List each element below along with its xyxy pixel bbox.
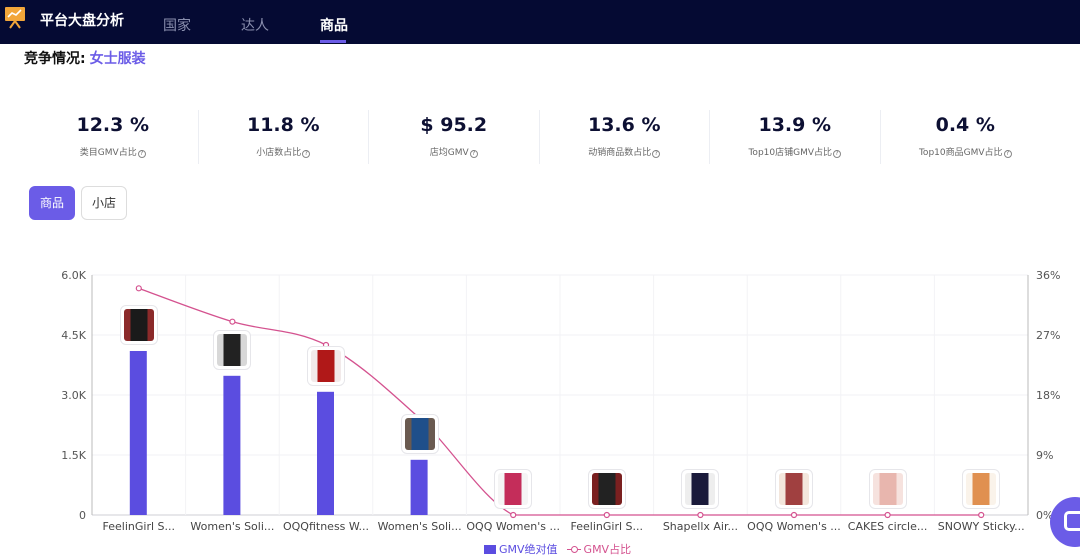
stat-active-product-share: 13.6 % 动销商品数占比? [540,110,710,164]
help-icon[interactable]: ? [652,150,661,158]
product-thumbnail[interactable] [213,329,252,370]
stat-category-gmv-share: 12.3 % 类目GMV占比? [28,110,199,164]
legend-bar-label[interactable]: GMV绝对值 [499,543,558,556]
stat-value: 12.3 % [76,114,150,136]
y-right-tick-label: 27% [1036,329,1060,342]
app-title: 平台大盘分析 [40,13,124,29]
stat-shop-count-share: 11.8 % 小店数占比? [199,110,369,164]
chart-legend: GMV绝对值 GMV占比 [484,541,631,557]
stat-avg-shop-gmv: $ 95.2 店均GMV? [369,110,540,164]
stat-label: Top10商品GMV占比 [918,148,1003,158]
y-left-tick-label: 4.5K [61,329,86,342]
legend-line-label[interactable]: GMV占比 [583,543,632,556]
stat-label: 小店数占比 [256,148,302,158]
y-left-tick-label: 1.5K [61,449,86,462]
product-thumbnail[interactable] [868,469,907,509]
line-point [135,285,142,292]
product-thumbnail[interactable] [119,305,158,345]
legend-line-swatch [566,545,581,554]
product-image [311,349,341,382]
product-image [966,473,997,505]
y-right-tick-label: 9% [1036,449,1053,462]
y-left-tick-label: 6.0K [61,269,86,282]
stat-top10-shop-gmv-share: 13.9 % Top10店铺GMV占比? [710,110,881,164]
product-image [404,417,435,450]
product-image [685,473,716,505]
stat-label: 类目GMV占比 [79,148,137,158]
product-thumbnail[interactable] [775,469,813,509]
stat-value: $ 95.2 [420,114,488,136]
tab-country[interactable]: 国家 [163,18,191,34]
x-tick-label: Women's Soli... [190,520,274,533]
stat-value: 0.4 % [935,114,995,136]
line-point [884,511,891,519]
line-point [697,511,704,519]
category-name: 女士服装 [89,51,146,67]
stat-value: 13.6 % [587,114,661,136]
stat-label: Top10店铺GMV占比 [748,148,833,158]
competition-heading: 竞争情况: 女士服装 [24,48,146,68]
x-tick-label: CAKES circle... [848,520,928,533]
stat-label: 店均GMV [429,148,469,158]
product-image [498,473,529,505]
tab-product[interactable]: 商品 [320,18,348,34]
product-image [779,473,809,505]
product-image [591,473,622,505]
line-point [603,511,610,519]
x-tick-label: OQQ Women's ... [466,520,560,533]
x-tick-label: OQQfitness W... [283,520,369,533]
y-right-tick-label: 36% [1036,269,1060,282]
help-icon[interactable]: ? [302,150,311,158]
stat-top10-product-gmv-share: 0.4 % Top10商品GMV占比? [881,110,1051,164]
product-thumbnail[interactable] [400,413,439,454]
product-image [217,333,248,366]
x-tick-label: SNOWY Sticky... [938,520,1025,533]
product-image [123,309,154,341]
chat-icon [1064,511,1080,531]
bar [223,375,241,515]
x-tick-label: FeelinGirl S... [103,520,175,533]
x-tick-label: Shapellx Air... [663,520,738,533]
gmv-share-line [138,287,982,516]
help-icon[interactable]: ? [469,150,478,158]
y-right-tick-label: 0% [1036,509,1053,522]
stats-row: 12.3 % 类目GMV占比? 11.8 % 小店数占比? $ 95.2 店均G… [28,110,1050,164]
help-icon[interactable]: ? [833,150,842,158]
stat-value: 11.8 % [246,114,320,136]
top-navigation-bar: 平台大盘分析 国家 达人 商品 [0,0,1080,44]
help-icon[interactable]: ? [1003,150,1012,158]
heading-prefix: 竞争情况: [24,51,86,67]
y-left-tick-label: 0 [79,509,86,522]
product-thumbnail[interactable] [681,469,720,509]
product-thumbnail[interactable] [962,469,1001,509]
toggle-products[interactable]: 商品 [29,186,76,220]
line-point [510,511,517,519]
x-tick-label: FeelinGirl S... [571,520,643,533]
bar [129,351,147,515]
line-point [790,511,798,519]
line-point [978,511,985,519]
active-tab-indicator [320,40,346,43]
tab-influencer[interactable]: 达人 [241,18,269,34]
help-icon[interactable]: ? [137,150,146,158]
product-thumbnail[interactable] [587,469,626,509]
legend-bar-swatch [484,544,496,554]
gmv-chart: 0 0% 1.5K 9% 3.0K 18% 4.5K 27% 6.0K 36% FeelinGirl… [61,269,1060,533]
bar [410,459,428,515]
stat-value: 13.9 % [758,114,832,136]
y-right-tick-label: 18% [1036,389,1060,402]
presentation-chart-icon [5,7,25,29]
y-left-tick-label: 3.0K [61,389,86,402]
product-thumbnail[interactable] [494,469,533,509]
stat-label: 动销商品数占比 [588,148,652,158]
product-image [872,473,903,505]
x-tick-label: Women's Soli... [378,520,462,533]
x-tick-label: OQQ Women's ... [747,520,841,533]
bar [317,391,334,515]
product-thumbnail[interactable] [307,345,345,386]
toggle-shops[interactable]: 小店 [81,186,128,220]
line-point [229,318,236,325]
